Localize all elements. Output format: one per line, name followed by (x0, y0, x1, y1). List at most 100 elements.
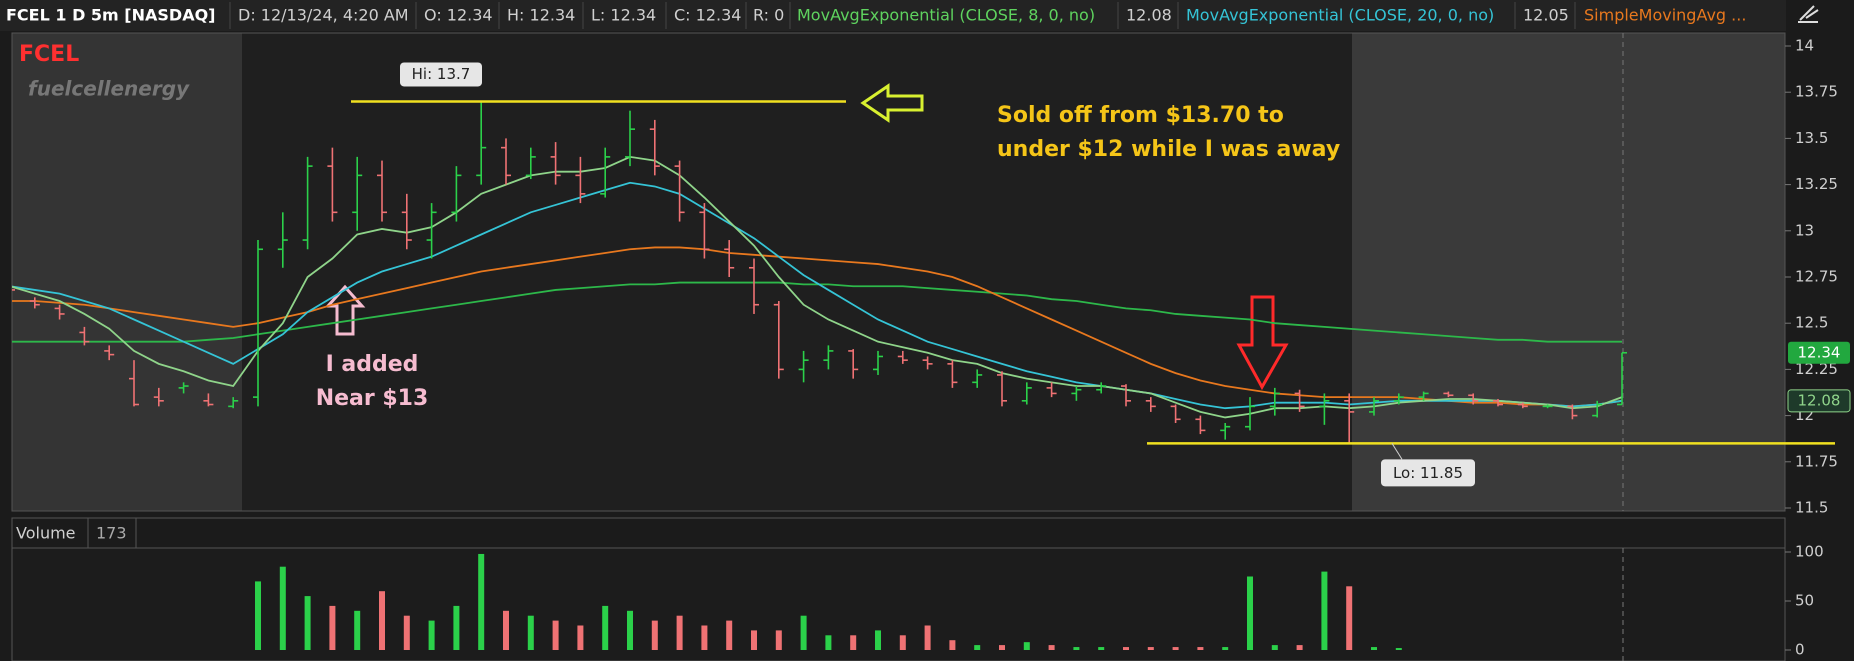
volume-panel (11, 547, 1786, 661)
bar-close: C: 12.34 (674, 6, 741, 25)
lo-leader (1391, 443, 1403, 460)
volume-bar (329, 605, 336, 650)
volume-bar (1321, 571, 1328, 650)
note-sold-1: Sold off from $13.70 to (997, 103, 1284, 128)
bar-open: O: 12.34 (424, 6, 493, 25)
volume-bar (1346, 586, 1353, 650)
y-tick-label: 12.25 (1795, 360, 1838, 378)
volume-bar (825, 635, 832, 650)
volume-bar (800, 615, 807, 650)
volume-title: Volume (16, 524, 76, 543)
note-added-1: I added (326, 352, 419, 377)
moving-average-line (12, 246, 1623, 408)
lo-label: Lo: 11.85 (1393, 464, 1463, 482)
ticker-label: FCEL (19, 42, 79, 67)
volume-bar (1098, 647, 1105, 650)
header-bar (0, 0, 1854, 31)
logo-text: fuelcellenergy (28, 77, 190, 101)
y-tick-label: 13 (1795, 221, 1814, 239)
moving-average-line (12, 155, 1623, 419)
toolbar-icon[interactable] (1798, 5, 1819, 23)
legend-ema8-value: 12.08 (1126, 6, 1172, 25)
last-price-box (1788, 341, 1850, 364)
volume-bar (627, 610, 633, 650)
hi-arrow (860, 83, 924, 123)
moving-average-line (12, 181, 1623, 410)
premarket-shade (12, 33, 242, 511)
volume-bar (1172, 647, 1179, 650)
volume-bar (1023, 642, 1030, 650)
y-tick-label: 13.25 (1795, 175, 1838, 193)
y-tick-label: 13.5 (1795, 129, 1828, 147)
y-tick-label: 12.75 (1795, 268, 1838, 286)
volume-current: 173 (96, 524, 127, 543)
volume-bar (1296, 645, 1303, 650)
volume-bar (1371, 647, 1377, 650)
volume-bar (1222, 647, 1229, 650)
legend-ema20-value: 12.05 (1523, 6, 1569, 25)
volume-bar (1123, 647, 1129, 650)
y-tick-label: 12.5 (1795, 314, 1828, 332)
price-panel-border (11, 32, 1786, 512)
volume-bar (899, 635, 906, 650)
volume-bar (775, 630, 782, 650)
last-price-label: 12.34 (1798, 343, 1841, 361)
volume-bar (478, 553, 485, 650)
volume-bar (354, 610, 361, 650)
volume-bar (875, 630, 881, 650)
volume-bar (527, 615, 534, 650)
header-icon-area (1786, 0, 1854, 31)
volume-bar (701, 625, 708, 650)
session-shade (242, 33, 1352, 511)
y-tick-label: 11.5 (1795, 499, 1828, 517)
volume-bar (255, 581, 261, 650)
volume-bar (602, 605, 609, 650)
volume-bar (428, 620, 435, 650)
bar-low: L: 12.34 (591, 6, 656, 25)
legend-ema20: MovAvgExponential (CLOSE, 20, 0, no) (1186, 6, 1494, 25)
volume-bar (577, 625, 584, 650)
header-separators (229, 2, 1576, 29)
y-tick-label: 50 (1795, 592, 1814, 610)
volume-bar (1147, 647, 1154, 650)
volume-bar (1271, 645, 1278, 650)
y-tick-label: 14 (1795, 37, 1814, 55)
bar-high: H: 12.34 (507, 6, 575, 25)
ema-price-box (1787, 389, 1851, 413)
volume-bar (676, 615, 683, 650)
hi-label: Hi: 13.7 (412, 65, 471, 83)
volume-bar (1073, 647, 1080, 650)
afterhours-shade (1352, 33, 1785, 511)
note-added-2: Near $13 (316, 386, 429, 411)
volume-bar (974, 645, 981, 650)
symbol: FCEL 1 D 5m [NASDAQ] (6, 6, 215, 25)
hi-label-box (400, 62, 482, 87)
volume-bar (850, 635, 857, 650)
sell-arrow (1236, 295, 1289, 391)
y-tick-label: 13.75 (1795, 83, 1838, 101)
y-tick-label: 0 (1795, 641, 1805, 659)
volume-bar (304, 596, 311, 650)
legend-sma: SimpleMovingAvg ... (1584, 6, 1746, 25)
legend-ema8: MovAvgExponential (CLOSE, 8, 0, no) (797, 6, 1095, 25)
y-tick-label: 100 (1795, 543, 1824, 561)
volume-bar (453, 605, 460, 650)
volume-bar (1395, 648, 1402, 650)
volume-bar (552, 620, 559, 650)
price-plot (12, 101, 1627, 444)
volume-header (11, 517, 1786, 549)
volume-bar (1048, 645, 1055, 650)
volume-bar (949, 640, 956, 650)
volume-bar (1247, 576, 1253, 650)
volume-bar (503, 610, 509, 650)
volume-bar (279, 566, 286, 650)
volume-bar (924, 625, 931, 650)
note-sold-2: under $12 while I was away (997, 137, 1340, 162)
volume-bar (751, 630, 757, 650)
bar-range: R: 0 (753, 6, 784, 25)
bar-date: D: 12/13/24, 4:20 AM (238, 6, 409, 25)
volume-bar (651, 620, 658, 650)
volume-bar (1197, 647, 1204, 650)
